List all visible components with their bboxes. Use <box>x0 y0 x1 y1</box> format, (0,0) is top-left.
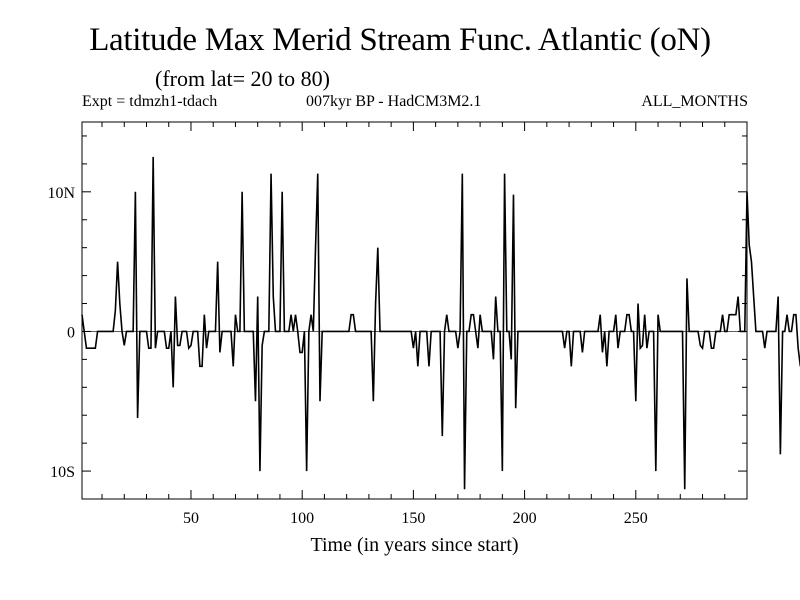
y-tick-label: 10S <box>50 464 75 481</box>
x-axis-label: Time (in years since start) <box>310 534 519 556</box>
x-tick-label: 100 <box>290 510 314 527</box>
chart-title: Latitude Max Merid Stream Func. Atlantic… <box>89 22 711 58</box>
y-tick-label: 10N <box>47 185 75 202</box>
model-label: 007kyr BP - HadCM3M2.1 <box>306 93 482 110</box>
plot-frame <box>81 121 748 500</box>
y-tick-label: 0 <box>67 324 75 341</box>
x-tick-label: 200 <box>513 510 537 527</box>
season-label: ALL_MONTHS <box>641 93 748 110</box>
x-tick-label: 50 <box>183 510 199 527</box>
chart-subtitle: (from lat= 20 to 80) <box>155 66 330 91</box>
axis-tick-labels: 50 100 150 200 250 10N 0 10S <box>47 185 647 527</box>
axis-ticks <box>82 122 747 500</box>
series-line <box>81 156 800 490</box>
x-tick-label: 150 <box>401 510 425 527</box>
experiment-label: Expt = tdmzh1-tdach <box>82 93 218 110</box>
x-tick-label: 250 <box>624 510 648 527</box>
